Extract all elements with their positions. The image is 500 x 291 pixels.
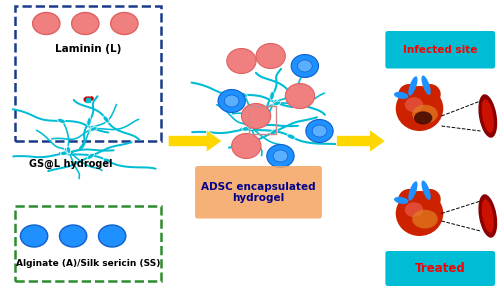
Ellipse shape — [87, 153, 94, 159]
Ellipse shape — [60, 151, 68, 155]
Ellipse shape — [482, 99, 494, 133]
Text: Alginate (A)/Silk sericin (SS): Alginate (A)/Silk sericin (SS) — [16, 259, 160, 268]
Ellipse shape — [32, 13, 60, 35]
Ellipse shape — [396, 191, 444, 236]
Ellipse shape — [286, 84, 314, 109]
Ellipse shape — [72, 13, 99, 35]
Ellipse shape — [405, 202, 423, 217]
Ellipse shape — [419, 84, 440, 104]
Ellipse shape — [64, 148, 70, 154]
Ellipse shape — [58, 118, 66, 123]
Ellipse shape — [394, 92, 408, 99]
FancyBboxPatch shape — [386, 251, 495, 286]
Ellipse shape — [396, 86, 444, 131]
Ellipse shape — [246, 123, 252, 129]
Ellipse shape — [87, 118, 91, 126]
Text: Infected site: Infected site — [403, 45, 477, 55]
FancyBboxPatch shape — [14, 206, 161, 281]
Ellipse shape — [227, 49, 256, 74]
Text: Laminin (L): Laminin (L) — [54, 43, 121, 54]
Text: GS@L hydrogel: GS@L hydrogel — [29, 158, 112, 168]
Ellipse shape — [412, 210, 438, 228]
Ellipse shape — [394, 197, 408, 204]
Ellipse shape — [287, 90, 294, 97]
Ellipse shape — [98, 225, 126, 247]
Ellipse shape — [256, 43, 286, 68]
Text: Treated: Treated — [415, 262, 466, 275]
Text: ADSC encapsulated
hydrogel: ADSC encapsulated hydrogel — [201, 182, 316, 203]
Ellipse shape — [478, 94, 497, 138]
Ellipse shape — [110, 13, 138, 35]
Ellipse shape — [103, 116, 109, 123]
Ellipse shape — [224, 95, 239, 107]
Ellipse shape — [405, 97, 423, 112]
Ellipse shape — [398, 84, 420, 104]
Ellipse shape — [270, 91, 274, 100]
Ellipse shape — [20, 225, 48, 247]
Ellipse shape — [232, 134, 261, 159]
Ellipse shape — [422, 75, 430, 95]
Ellipse shape — [478, 194, 497, 238]
Ellipse shape — [419, 189, 440, 210]
Ellipse shape — [248, 121, 252, 129]
Ellipse shape — [90, 127, 98, 131]
Ellipse shape — [398, 189, 420, 210]
Ellipse shape — [291, 54, 318, 77]
Ellipse shape — [60, 225, 87, 247]
Ellipse shape — [298, 60, 312, 72]
Ellipse shape — [272, 100, 277, 107]
Ellipse shape — [242, 104, 270, 129]
Ellipse shape — [273, 150, 288, 162]
Ellipse shape — [306, 120, 333, 143]
Ellipse shape — [89, 125, 94, 132]
Ellipse shape — [408, 76, 418, 96]
Ellipse shape — [414, 111, 432, 125]
FancyBboxPatch shape — [386, 31, 495, 68]
FancyBboxPatch shape — [14, 6, 161, 141]
Ellipse shape — [103, 158, 111, 163]
Ellipse shape — [242, 126, 250, 131]
Ellipse shape — [408, 181, 418, 201]
Ellipse shape — [287, 134, 296, 139]
Ellipse shape — [270, 129, 278, 135]
Ellipse shape — [267, 145, 294, 168]
FancyArrow shape — [168, 130, 222, 152]
Ellipse shape — [482, 199, 494, 233]
FancyArrow shape — [336, 130, 386, 152]
Ellipse shape — [239, 92, 247, 97]
FancyBboxPatch shape — [195, 166, 322, 219]
Ellipse shape — [312, 125, 327, 137]
Ellipse shape — [218, 90, 246, 113]
Ellipse shape — [422, 180, 430, 200]
Ellipse shape — [412, 105, 438, 123]
Ellipse shape — [274, 101, 280, 106]
Ellipse shape — [66, 146, 70, 154]
